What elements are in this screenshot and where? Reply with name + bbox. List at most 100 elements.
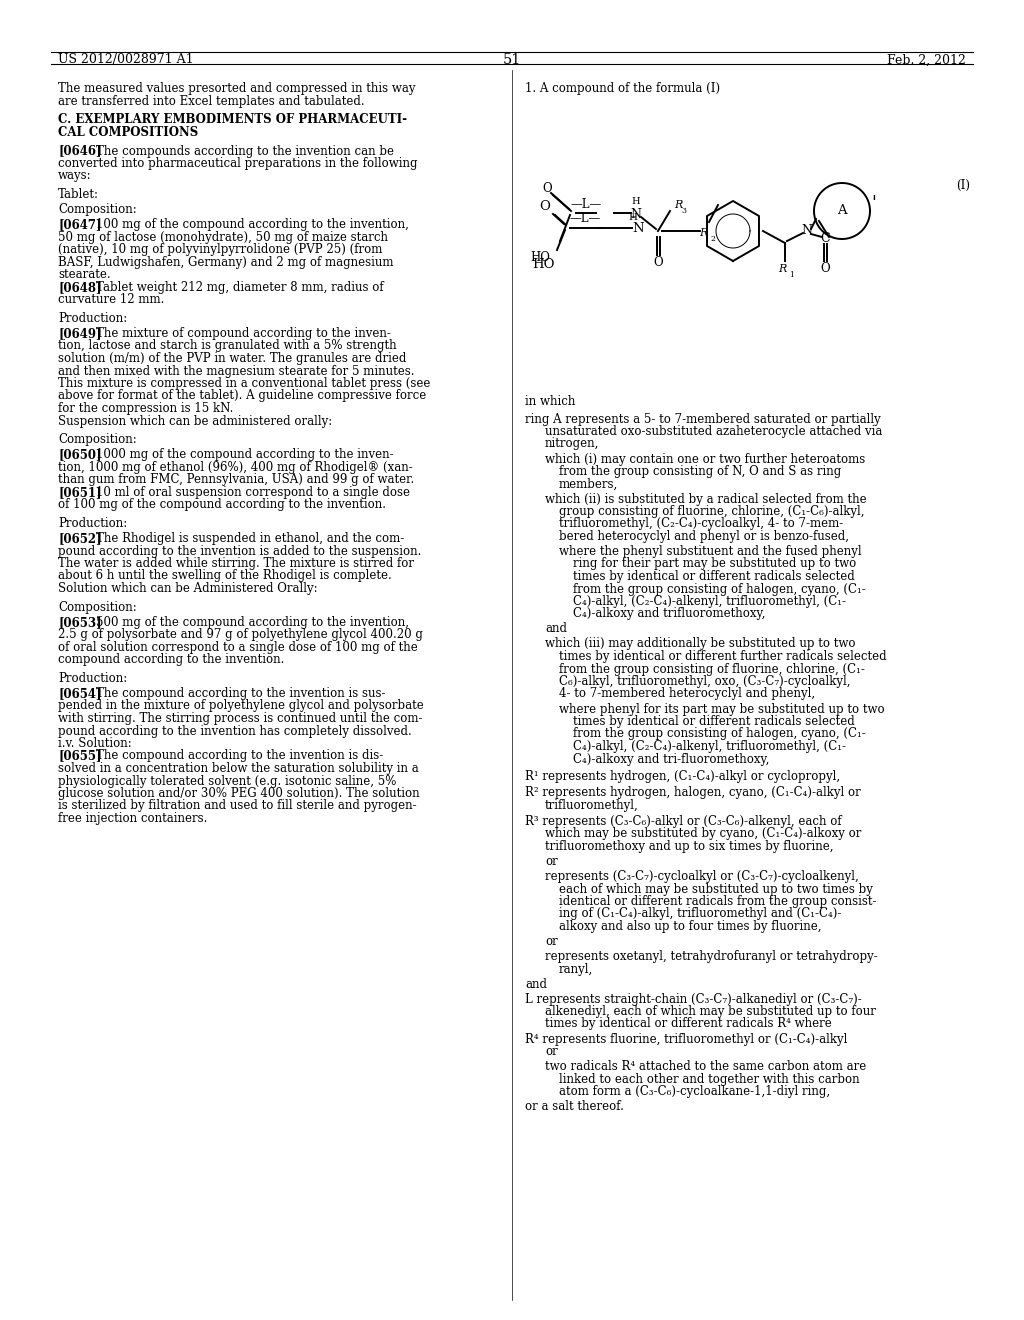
Text: 1000 mg of the compound according to the inven-: 1000 mg of the compound according to the… — [96, 449, 393, 461]
Text: C. EXEMPLARY EMBODIMENTS OF PHARMACEUTI-: C. EXEMPLARY EMBODIMENTS OF PHARMACEUTI- — [58, 114, 407, 127]
Text: C₄)-alkoxy and trifluoromethoxy,: C₄)-alkoxy and trifluoromethoxy, — [573, 607, 765, 620]
Text: [0649]: [0649] — [58, 327, 101, 341]
Text: represents (C₃-C₇)-cycloalkyl or (C₃-C₇)-cycloalkenyl,: represents (C₃-C₇)-cycloalkyl or (C₃-C₇)… — [545, 870, 859, 883]
Text: 2: 2 — [710, 235, 715, 243]
Text: The water is added while stirring. The mixture is stirred for: The water is added while stirring. The m… — [58, 557, 414, 570]
Text: tion, lactose and starch is granulated with a 5% strength: tion, lactose and starch is granulated w… — [58, 339, 396, 352]
Text: US 2012/0028971 A1: US 2012/0028971 A1 — [58, 54, 194, 66]
Text: nitrogen,: nitrogen, — [545, 437, 599, 450]
Text: members,: members, — [559, 478, 618, 491]
Text: R: R — [778, 264, 786, 275]
Text: times by identical or different radicals selected: times by identical or different radicals… — [573, 570, 855, 583]
Text: The compounds according to the invention can be: The compounds according to the invention… — [96, 144, 394, 157]
Text: stearate.: stearate. — [58, 268, 111, 281]
Text: than gum from FMC, Pennsylvania, USA) and 99 g of water.: than gum from FMC, Pennsylvania, USA) an… — [58, 474, 415, 486]
Text: [0652]: [0652] — [58, 532, 101, 545]
Text: 50 mg of lactose (monohydrate), 50 mg of maize starch: 50 mg of lactose (monohydrate), 50 mg of… — [58, 231, 388, 244]
Text: O: O — [542, 181, 552, 194]
Text: [0653]: [0653] — [58, 615, 101, 628]
Text: (I): (I) — [956, 178, 970, 191]
Text: trifluoromethyl, (C₂-C₄)-cycloalkyl, 4- to 7-mem-: trifluoromethyl, (C₂-C₄)-cycloalkyl, 4- … — [559, 517, 843, 531]
Text: about 6 h until the swelling of the Rhodigel is complete.: about 6 h until the swelling of the Rhod… — [58, 569, 392, 582]
Text: each of which may be substituted up to two times by: each of which may be substituted up to t… — [559, 883, 872, 895]
Text: H: H — [632, 198, 640, 206]
Text: trifluoromethyl,: trifluoromethyl, — [545, 799, 639, 812]
Text: Tablet weight 212 mg, diameter 8 mm, radius of: Tablet weight 212 mg, diameter 8 mm, rad… — [96, 281, 384, 294]
Text: trifluoromethoxy and up to six times by fluorine,: trifluoromethoxy and up to six times by … — [545, 840, 834, 853]
Text: Suspension which can be administered orally:: Suspension which can be administered ora… — [58, 414, 332, 428]
Text: or: or — [545, 855, 558, 869]
Text: ring for their part may be substituted up to two: ring for their part may be substituted u… — [573, 557, 856, 570]
Text: R² represents hydrogen, halogen, cyano, (C₁-C₄)-alkyl or: R² represents hydrogen, halogen, cyano, … — [525, 787, 861, 799]
Text: Tablet:: Tablet: — [58, 189, 99, 201]
Text: and then mixed with the magnesium stearate for 5 minutes.: and then mixed with the magnesium steara… — [58, 364, 415, 378]
Text: tion, 1000 mg of ethanol (96%), 400 mg of Rhodigel® (xan-: tion, 1000 mg of ethanol (96%), 400 mg o… — [58, 461, 413, 474]
Text: bered heterocyclyl and phenyl or is benzo-fused,: bered heterocyclyl and phenyl or is benz… — [559, 531, 849, 543]
Text: 4- to 7-membered heterocyclyl and phenyl,: 4- to 7-membered heterocyclyl and phenyl… — [559, 688, 815, 701]
Text: or: or — [545, 1045, 558, 1059]
Text: of oral solution correspond to a single dose of 100 mg of the: of oral solution correspond to a single … — [58, 640, 418, 653]
Text: The compound according to the invention is sus-: The compound according to the invention … — [96, 686, 385, 700]
Text: Production:: Production: — [58, 672, 127, 685]
Text: Feb. 2, 2012: Feb. 2, 2012 — [887, 54, 966, 66]
Text: Production:: Production: — [58, 312, 127, 325]
Text: alkenediyl, each of which may be substituted up to four: alkenediyl, each of which may be substit… — [545, 1005, 876, 1018]
Text: CAL COMPOSITIONS: CAL COMPOSITIONS — [58, 125, 199, 139]
Text: [0648]: [0648] — [58, 281, 101, 294]
Text: from the group consisting of halogen, cyano, (C₁-: from the group consisting of halogen, cy… — [573, 727, 865, 741]
Text: which (iii) may additionally be substituted up to two: which (iii) may additionally be substitu… — [545, 638, 855, 651]
Text: or: or — [545, 935, 558, 948]
Text: 1. A compound of the formula (I): 1. A compound of the formula (I) — [525, 82, 720, 95]
Text: N: N — [631, 207, 641, 220]
Text: times by identical or different radicals R⁴ where: times by identical or different radicals… — [545, 1018, 831, 1031]
Text: and: and — [545, 623, 567, 635]
Text: pound according to the invention has completely dissolved.: pound according to the invention has com… — [58, 725, 412, 738]
Text: with stirring. The stirring process is continued until the com-: with stirring. The stirring process is c… — [58, 711, 423, 725]
Text: (native), 10 mg of polyvinylpyrrolidone (PVP 25) (from: (native), 10 mg of polyvinylpyrrolidone … — [58, 243, 382, 256]
Text: from the group consisting of halogen, cyano, (C₁-: from the group consisting of halogen, cy… — [573, 582, 865, 595]
Text: C: C — [820, 232, 829, 246]
Text: [0654]: [0654] — [58, 686, 101, 700]
Text: The mixture of compound according to the inven-: The mixture of compound according to the… — [96, 327, 391, 341]
Text: The compound according to the invention is dis-: The compound according to the invention … — [96, 750, 383, 763]
Text: where phenyl for its part may be substituted up to two: where phenyl for its part may be substit… — [559, 702, 885, 715]
Text: R¹ represents hydrogen, (C₁-C₄)-alkyl or cyclopropyl,: R¹ represents hydrogen, (C₁-C₄)-alkyl or… — [525, 770, 840, 783]
Text: O: O — [820, 263, 829, 276]
Text: —L—: —L— — [569, 213, 601, 224]
Text: [0655]: [0655] — [58, 750, 101, 763]
Text: O: O — [540, 199, 551, 213]
Text: This mixture is compressed in a conventional tablet press (see: This mixture is compressed in a conventi… — [58, 378, 430, 389]
Text: for the compression is 15 kN.: for the compression is 15 kN. — [58, 403, 233, 414]
Text: 1: 1 — [790, 271, 794, 279]
Text: solution (m/m) of the PVP in water. The granules are dried: solution (m/m) of the PVP in water. The … — [58, 352, 407, 366]
Text: ways:: ways: — [58, 169, 91, 182]
Text: The measured values presorted and compressed in this way: The measured values presorted and compre… — [58, 82, 416, 95]
Text: N: N — [802, 224, 812, 238]
Text: which may be substituted by cyano, (C₁-C₄)-alkoxy or: which may be substituted by cyano, (C₁-C… — [545, 828, 861, 841]
Text: [0646]: [0646] — [58, 144, 101, 157]
Text: curvature 12 mm.: curvature 12 mm. — [58, 293, 165, 306]
Text: ': ' — [871, 194, 877, 211]
Text: R: R — [674, 201, 682, 210]
Text: HO: HO — [530, 251, 550, 264]
Text: which (i) may contain one or two further heteroatoms: which (i) may contain one or two further… — [545, 453, 865, 466]
Text: two radicals R⁴ attached to the same carbon atom are: two radicals R⁴ attached to the same car… — [545, 1060, 866, 1073]
Text: linked to each other and together with this carbon: linked to each other and together with t… — [559, 1072, 859, 1085]
Text: Composition:: Composition: — [58, 601, 137, 614]
Text: Solution which can be Administered Orally:: Solution which can be Administered Orall… — [58, 582, 317, 595]
Text: [0651]: [0651] — [58, 486, 101, 499]
Text: pended in the mixture of polyethylene glycol and polysorbate: pended in the mixture of polyethylene gl… — [58, 700, 424, 713]
Text: glucose solution and/or 30% PEG 400 solution). The solution: glucose solution and/or 30% PEG 400 solu… — [58, 787, 420, 800]
Text: Composition:: Composition: — [58, 203, 137, 216]
Text: N: N — [632, 222, 644, 235]
Text: Production:: Production: — [58, 517, 127, 531]
Text: Composition:: Composition: — [58, 433, 137, 446]
Text: identical or different radicals from the group consist-: identical or different radicals from the… — [559, 895, 877, 908]
Text: group consisting of fluorine, chlorine, (C₁-C₆)-alkyl,: group consisting of fluorine, chlorine, … — [559, 506, 864, 517]
Text: of 100 mg of the compound according to the invention.: of 100 mg of the compound according to t… — [58, 498, 386, 511]
Text: and: and — [525, 978, 547, 990]
Text: represents oxetanyl, tetrahydrofuranyl or tetrahydropy-: represents oxetanyl, tetrahydrofuranyl o… — [545, 950, 878, 964]
Text: from the group consisting of fluorine, chlorine, (C₁-: from the group consisting of fluorine, c… — [559, 663, 865, 676]
Text: or a salt thereof.: or a salt thereof. — [525, 1100, 624, 1113]
Text: R⁴ represents fluorine, trifluoromethyl or (C₁-C₄)-alkyl: R⁴ represents fluorine, trifluoromethyl … — [525, 1032, 848, 1045]
